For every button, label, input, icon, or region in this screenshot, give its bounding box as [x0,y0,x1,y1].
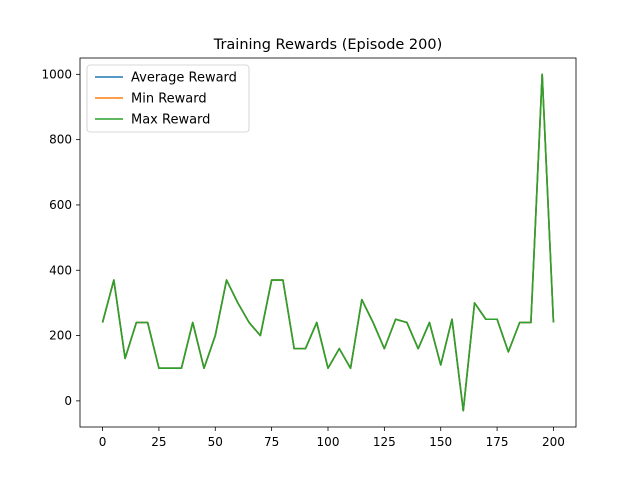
axes-frame [79,57,577,428]
x-tick-label: 175 [486,435,509,449]
y-tick-label: 800 [49,133,72,147]
x-tick-label: 0 [99,435,107,449]
x-tick-label: 25 [151,435,166,449]
x-tick-label: 100 [317,435,340,449]
legend-entry: Min Reward [131,92,207,107]
y-axis: 0 200 400 600 800 1000 [41,67,80,408]
x-tick-label: 75 [264,435,279,449]
x-tick-label: 150 [429,435,452,449]
chart-title: Training Rewards (Episode 200) [213,37,443,53]
series-lines [101,73,555,412]
x-tick-label: 200 [542,435,565,449]
x-tick-label: 50 [208,435,223,449]
legend: Average Reward Min Reward Max Reward [86,64,250,133]
y-tick-label: 400 [49,263,72,277]
x-axis: 0 25 50 75 100 125 150 175 200 [99,427,565,449]
legend-entry: Max Reward [131,113,210,128]
legend-entry: Average Reward [131,71,237,86]
y-tick-label: 200 [49,329,72,343]
series-line-max-reward [101,73,555,412]
y-tick-label: 0 [64,394,72,408]
x-tick-label: 125 [373,435,396,449]
legend-box [86,64,250,133]
y-tick-label: 600 [49,198,72,212]
y-tick-label: 1000 [41,67,72,81]
